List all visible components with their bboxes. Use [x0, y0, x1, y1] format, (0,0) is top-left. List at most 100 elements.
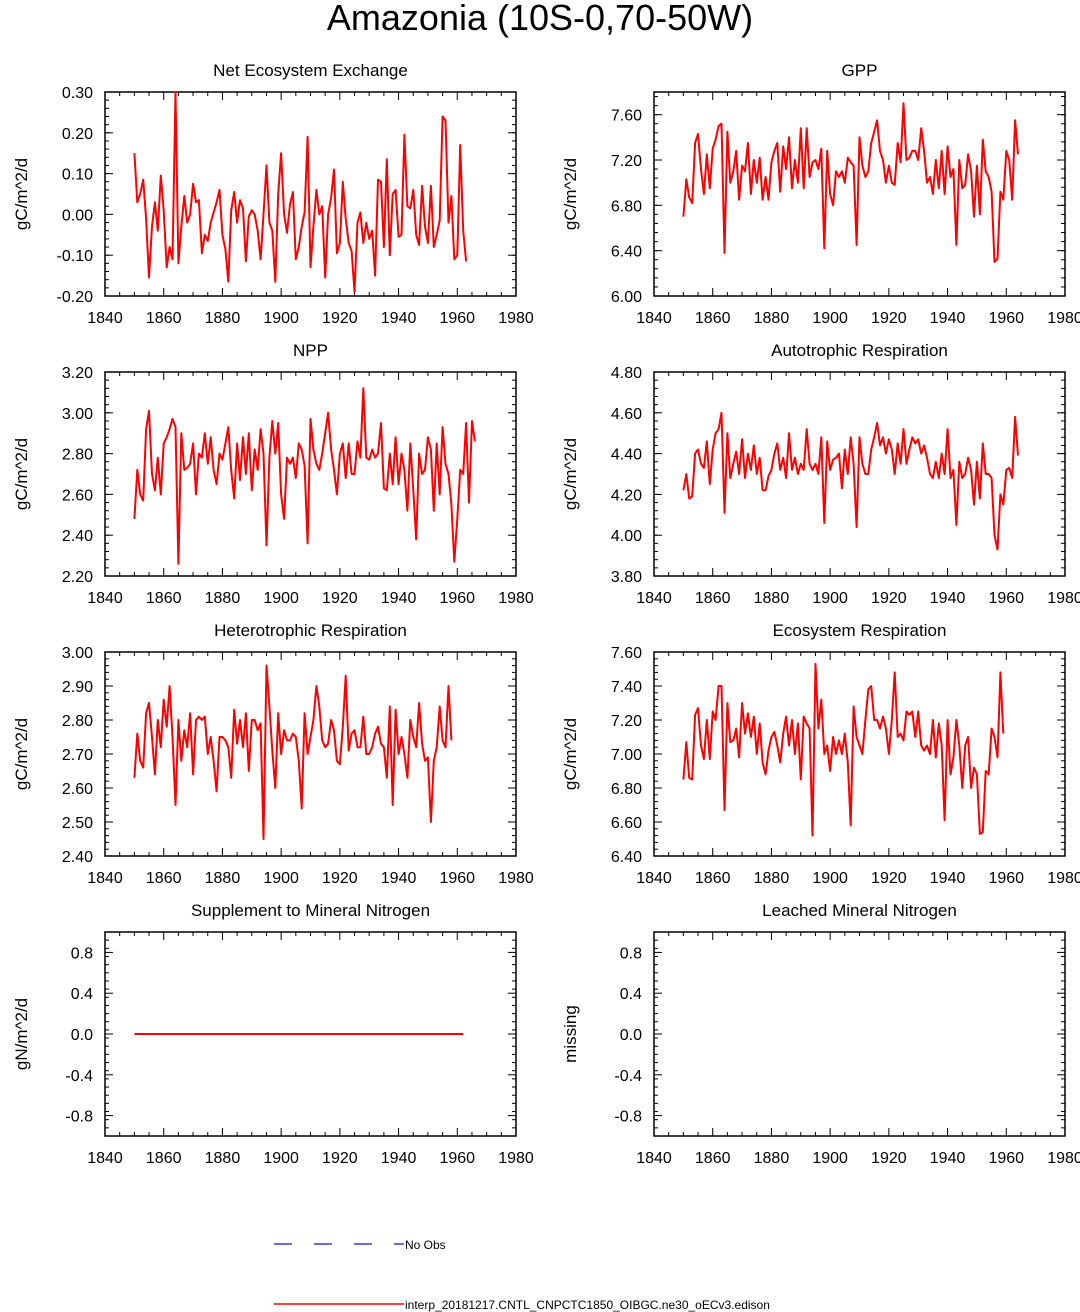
y-tick-label: -0.8	[614, 1109, 642, 1126]
plot-frame	[653, 651, 1066, 857]
y-tick-label: 3.20	[62, 365, 93, 382]
plot-frame	[104, 651, 517, 857]
y-tick-label: 7.40	[611, 679, 642, 696]
panel-title: Autotrophic Respiration	[771, 341, 948, 360]
y-axis-label: missing	[561, 1005, 580, 1063]
x-tick-label: 1880	[205, 590, 241, 607]
y-axis-label: gC/m^2/d	[12, 718, 31, 790]
y-axis-label: gC/m^2/d	[12, 158, 31, 230]
x-tick-label: 1920	[322, 1150, 358, 1167]
x-tick-label: 1920	[322, 590, 358, 607]
x-tick-label: 1920	[871, 870, 907, 887]
x-tick-label: 1860	[146, 310, 182, 327]
x-tick-label: 1900	[812, 1150, 848, 1167]
y-tick-label: 4.80	[611, 365, 642, 382]
y-axis-label: gC/m^2/d	[561, 718, 580, 790]
y-axis-label: gC/m^2/d	[12, 438, 31, 510]
y-tick-label: 6.40	[611, 849, 642, 866]
x-tick-label: 1940	[930, 590, 966, 607]
panel-autotrophic-respiration: Autotrophic Respiration 1840 1860 1880 1900 1…	[561, 341, 1080, 607]
x-tick-label: 1900	[263, 310, 299, 327]
y-tick-label: 2.20	[62, 569, 93, 586]
y-tick-label: 4.20	[611, 487, 642, 504]
y-tick-label: 6.00	[611, 289, 642, 306]
panel-ecosystem-respiration: Ecosystem Respiration 1840 1860 1880 1900 192…	[561, 621, 1080, 887]
x-tick-label: 1900	[263, 1150, 299, 1167]
x-tick-label: 1880	[754, 870, 790, 887]
x-tick-label: 1980	[1047, 1150, 1080, 1167]
y-tick-label: -0.10	[57, 248, 94, 265]
x-tick-label: 1920	[871, 1150, 907, 1167]
x-tick-label: 1980	[498, 1150, 534, 1167]
x-tick-label: 1840	[636, 1150, 672, 1167]
x-tick-label: 1840	[87, 870, 123, 887]
panel-title: Leached Mineral Nitrogen	[762, 901, 957, 920]
x-tick-label: 1900	[263, 870, 299, 887]
y-tick-label: 3.00	[62, 406, 93, 423]
x-tick-label: 1900	[812, 870, 848, 887]
x-tick-label: 1940	[930, 310, 966, 327]
y-axis-label: gC/m^2/d	[561, 158, 580, 230]
y-tick-label: 0.30	[62, 85, 93, 102]
x-tick-label: 1940	[381, 590, 417, 607]
y-tick-label: 2.50	[62, 815, 93, 832]
x-tick-label: 1840	[636, 590, 672, 607]
x-tick-label: 1880	[205, 870, 241, 887]
legend: No Obs interp_20181217.CNTL_CNPCTC1850_O…	[274, 1238, 770, 1312]
x-tick-label: 1840	[87, 1150, 123, 1167]
series-line-heterotrophic-respiration	[133, 664, 453, 840]
x-tick-label: 1980	[1047, 870, 1080, 887]
series-line-autotrophic-respiration	[682, 411, 1019, 551]
panel-heterotrophic-respiration: Heterotrophic Respiration 1840 1860 1880 190…	[12, 621, 534, 887]
series-line-ecosystem-respiration	[682, 662, 1005, 837]
x-tick-label: 1960	[988, 310, 1024, 327]
y-tick-label: 0.0	[620, 1027, 642, 1044]
legend-model-label: interp_20181217.CNTL_CNPCTC1850_OIBGC.ne…	[405, 1298, 770, 1312]
x-tick-label: 1980	[498, 870, 534, 887]
y-tick-label: 0.0	[71, 1027, 93, 1044]
y-tick-label: 0.4	[71, 986, 93, 1003]
panel-title: NPP	[293, 341, 328, 360]
x-tick-label: 1960	[439, 870, 475, 887]
x-tick-label: 1900	[812, 590, 848, 607]
x-tick-label: 1920	[871, 590, 907, 607]
x-tick-label: 1860	[695, 870, 731, 887]
x-tick-label: 1980	[498, 590, 534, 607]
y-tick-label: 0.4	[620, 986, 642, 1003]
plot-frame	[653, 931, 1066, 1137]
y-tick-label: 7.00	[611, 747, 642, 764]
x-tick-label: 1880	[754, 1150, 790, 1167]
x-tick-label: 1860	[146, 1150, 182, 1167]
x-tick-label: 1960	[988, 590, 1024, 607]
x-tick-label: 1920	[871, 310, 907, 327]
x-tick-label: 1860	[695, 590, 731, 607]
y-tick-label: 2.70	[62, 747, 93, 764]
x-tick-label: 1860	[146, 590, 182, 607]
y-tick-label: 0.8	[71, 945, 93, 962]
x-tick-label: 1940	[930, 870, 966, 887]
y-tick-label: 0.8	[620, 945, 642, 962]
panel-leached-mineral-nitrogen: Leached Mineral Nitrogen 1840 1860 1880 1900…	[561, 901, 1080, 1167]
y-axis-label: gN/m^2/d	[12, 998, 31, 1070]
plot-frame	[653, 371, 1066, 577]
y-tick-label: 0.20	[62, 126, 93, 143]
y-tick-label: 7.60	[611, 108, 642, 125]
y-tick-label: 2.60	[62, 781, 93, 798]
y-tick-label: 2.80	[62, 713, 93, 730]
y-tick-label: 2.40	[62, 528, 93, 545]
panel-supplement-to-mineral-nitrogen: Supplement to Mineral Nitrogen 1840 1860 18…	[12, 901, 534, 1167]
panel-title: Ecosystem Respiration	[773, 621, 947, 640]
y-tick-label: 0.00	[62, 207, 93, 224]
panel-title: GPP	[842, 61, 878, 80]
panel-gpp: GPP 1840 1860 1880 1900 1920 1940 1960 1980 6.00 6…	[561, 61, 1080, 327]
y-tick-label: 6.40	[611, 244, 642, 261]
y-tick-label: -0.4	[614, 1068, 642, 1085]
x-tick-label: 1960	[439, 310, 475, 327]
x-tick-label: 1860	[146, 870, 182, 887]
x-tick-label: 1860	[695, 310, 731, 327]
x-tick-label: 1920	[322, 870, 358, 887]
y-tick-label: 6.60	[611, 815, 642, 832]
x-tick-label: 1980	[1047, 310, 1080, 327]
x-tick-label: 1880	[205, 310, 241, 327]
y-tick-label: 6.80	[611, 198, 642, 215]
